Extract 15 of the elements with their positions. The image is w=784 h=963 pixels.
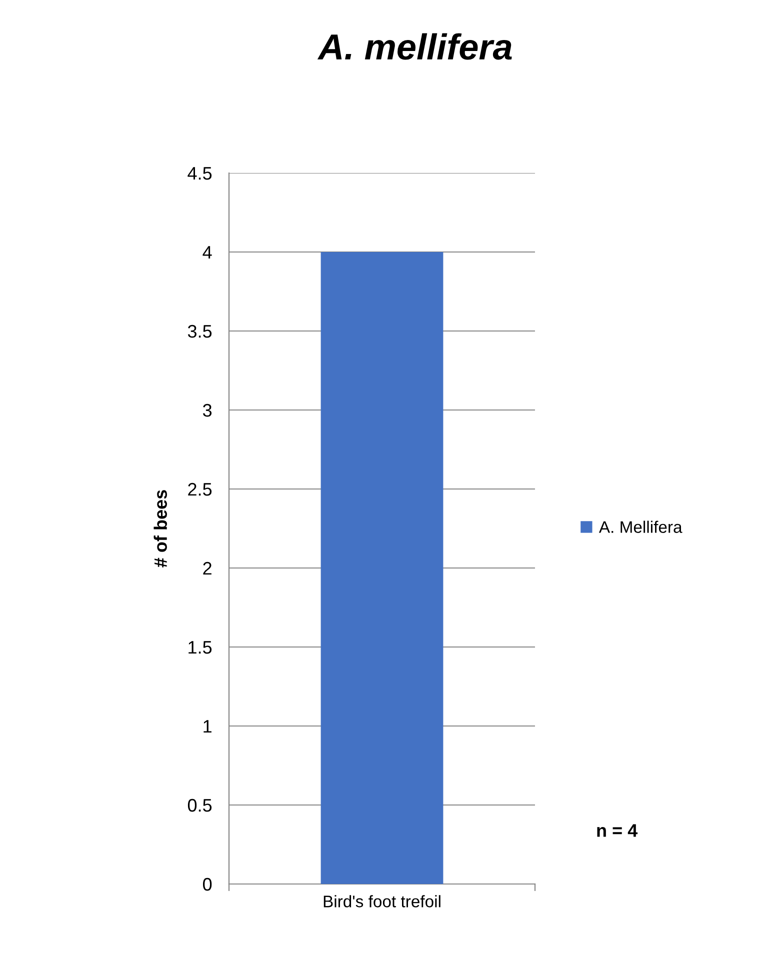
legend-label: A. Mellifera (598, 520, 682, 533)
y-tick-label: 3.5 (188, 324, 212, 338)
chart-title: A. mellifera (317, 33, 512, 60)
text: n = 4 (597, 824, 638, 837)
x-tick-label: Bird's foot trefoil (324, 895, 440, 908)
y-tick-label: 2.5 (188, 482, 212, 496)
y-axis-title: # of bees (154, 490, 167, 568)
y-tick-label: 4 (202, 246, 212, 259)
y-tick-label: 1 (204, 720, 212, 733)
y-tick-label: 1.5 (188, 641, 212, 654)
y-tick-label: 3 (202, 404, 212, 417)
y-tick-label: 0 (203, 878, 212, 891)
y-tick-label: 4.5 (188, 167, 212, 180)
y-tick-label: 0.5 (188, 798, 212, 812)
y-tick-label: 2 (203, 562, 212, 575)
